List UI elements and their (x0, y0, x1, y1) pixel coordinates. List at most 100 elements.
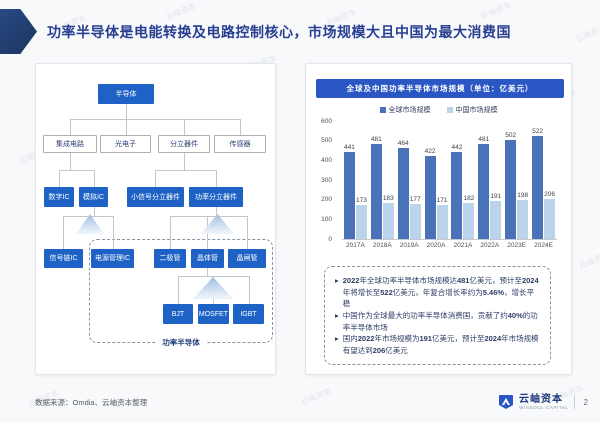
key-takeaways-box: ▸ 2022年全球功率半导体市场规模达481亿美元，预计至2024年将增长至522… (324, 266, 551, 366)
connector-line (59, 170, 60, 187)
bar (544, 198, 556, 239)
bar-pair: 422 171 (424, 121, 448, 239)
diagram-node-small_signal: 小信号分立器件 (127, 187, 184, 207)
diagram-node-transistor: 晶体管 (191, 249, 224, 268)
bar (490, 201, 502, 239)
x-tick-label: 2022A (480, 242, 500, 249)
diagram-node-opto: 光电子 (100, 135, 151, 153)
diagram-node-root: 半导体 (98, 84, 154, 104)
bar (478, 144, 490, 239)
title-chevron-icon (0, 9, 37, 54)
company-logo: 云岫资本 WINSOUL CAPITAL 2 (498, 394, 588, 410)
connector-line (113, 216, 114, 249)
connector-line (249, 276, 250, 304)
connector-line (216, 170, 217, 187)
connector-line (170, 216, 171, 249)
diagram-node-mosfet: MOSFET (198, 304, 229, 324)
bar-value-label: 182 (463, 195, 475, 203)
bar (397, 147, 409, 239)
x-tick-label: 2024E (534, 242, 553, 249)
bar-value-label: 502 (505, 132, 517, 140)
bullet-item: ▸ 中国作为全球最大的功率半导体消费国，贡献了约40%的功率半导体市场 (335, 310, 540, 333)
bar (436, 205, 448, 239)
bullet-text: 中国作为全球最大的功率半导体消费国，贡献了约40%的功率半导体市场 (342, 310, 538, 332)
diagram-caption: 功率半导体 (156, 337, 206, 348)
diagram-node-power_discrete: 功率分立器件 (189, 187, 243, 207)
connector-line (59, 170, 94, 171)
bar-pair: 464 177 (397, 121, 421, 239)
bar (517, 200, 529, 239)
bar (451, 152, 463, 239)
company-logo-text: 云岫资本 (519, 394, 564, 405)
bar-wrap: 183 (382, 195, 394, 239)
slide-title: 功率半导体是电能转换及电路控制核心，市场规模大且中国为最大消费国 (47, 23, 511, 40)
bar-wrap: 422 (424, 148, 436, 239)
bar-group: 442 182 2021A (450, 121, 477, 253)
diagram-node-igbt: IGBT (233, 304, 264, 324)
bar-pair: 441 173 (343, 121, 367, 239)
bar-value-label: 171 (436, 197, 448, 205)
bar-wrap: 442 (451, 144, 463, 239)
y-tick-label: 0 (328, 235, 332, 243)
bullet-marker-icon: ▸ (335, 276, 339, 285)
logo-divider (573, 395, 575, 409)
x-axis-line (342, 239, 557, 240)
diagram-node-thyristor: 晶闸管 (228, 249, 266, 268)
connector-line (207, 268, 208, 276)
x-tick-label: 2023E (507, 242, 527, 249)
legend-label: 中国市场规模 (455, 107, 498, 114)
connector-line (126, 104, 127, 119)
bar-group: 481 191 2022A (476, 121, 503, 253)
bar-value-label: 441 (344, 144, 355, 152)
bar-value-label: 191 (490, 193, 502, 201)
diagram-node-pmic: 电源管理IC (91, 249, 134, 268)
bar (424, 156, 436, 239)
chart-legend: 全球市场规模 中国市场规模 (306, 105, 571, 115)
y-tick-label: 500 (321, 137, 332, 145)
bar (343, 152, 355, 239)
company-logo-icon (499, 395, 514, 409)
bar-wrap: 464 (397, 139, 409, 239)
bar (505, 140, 517, 239)
connector-line (184, 153, 185, 170)
connector-line (178, 276, 249, 277)
y-tick-label: 300 (321, 176, 332, 184)
slide-footer: 数据来源：Omdia、云岫资本整理 云岫资本 WINSOUL CAPITAL 2 (35, 389, 588, 415)
bar-pair: 442 182 (451, 121, 475, 239)
connector-line (63, 216, 113, 217)
power-semiconductor-group-outline: 功率半导体 (89, 239, 273, 348)
bar-wrap: 171 (436, 197, 448, 239)
y-axis: 0 100 200 300 400 500 600 (314, 118, 332, 243)
data-source: 数据来源：Omdia、云岫资本整理 (35, 397, 148, 407)
connector-line (94, 170, 95, 187)
bar-value-label: 206 (544, 190, 555, 198)
bar-value-label: 464 (397, 139, 409, 147)
bar-value-label: 481 (370, 136, 382, 144)
plot-area: 441 173 2017A 481 183 2018A 464 177 2019A 422 171 2… (342, 121, 557, 253)
bar-group: 441 173 2017A (342, 121, 369, 253)
bar-wrap: 198 (517, 192, 529, 239)
legend-item: 中国市场规模 (446, 105, 498, 115)
bar-group: 422 171 2020A (423, 121, 450, 253)
connector-line (94, 207, 95, 216)
bullet-text: 国内2022年市场规模为191亿美元，预计至2024年市场规模有望达到206亿美… (342, 334, 539, 355)
x-tick-label: 2017A (346, 242, 365, 249)
bar-wrap: 177 (409, 196, 421, 239)
bar-pair: 522 206 (532, 121, 556, 239)
semiconductor-taxonomy-diagram: 功率半导体 半导体 集成电路 光电子 分立器件 传感器 数字IC 模拟IC 小信号分立器件 功率… (35, 63, 276, 375)
connector-line (178, 276, 179, 304)
bar-value-label: 177 (409, 196, 421, 204)
connector-line (240, 119, 241, 135)
company-logo-subtext: WINSOUL CAPITAL (519, 405, 569, 410)
bar (355, 204, 367, 239)
diagram-node-diode: 二极管 (154, 249, 186, 268)
connector-line (155, 170, 216, 171)
x-tick-label: 2020A (426, 242, 446, 249)
connector-line (155, 170, 156, 187)
bar-group: 464 177 2019A (396, 121, 423, 253)
connector-line (70, 119, 71, 135)
bar-pair: 502 198 (505, 121, 529, 239)
bar-group: 481 183 2018A (369, 121, 396, 253)
bar-pair: 481 183 (370, 121, 394, 239)
market-size-chart-card: 全球及中国功率半导体市场规模（单位：亿美元） 全球市场规模 中国市场规模 0 100… (305, 63, 572, 375)
